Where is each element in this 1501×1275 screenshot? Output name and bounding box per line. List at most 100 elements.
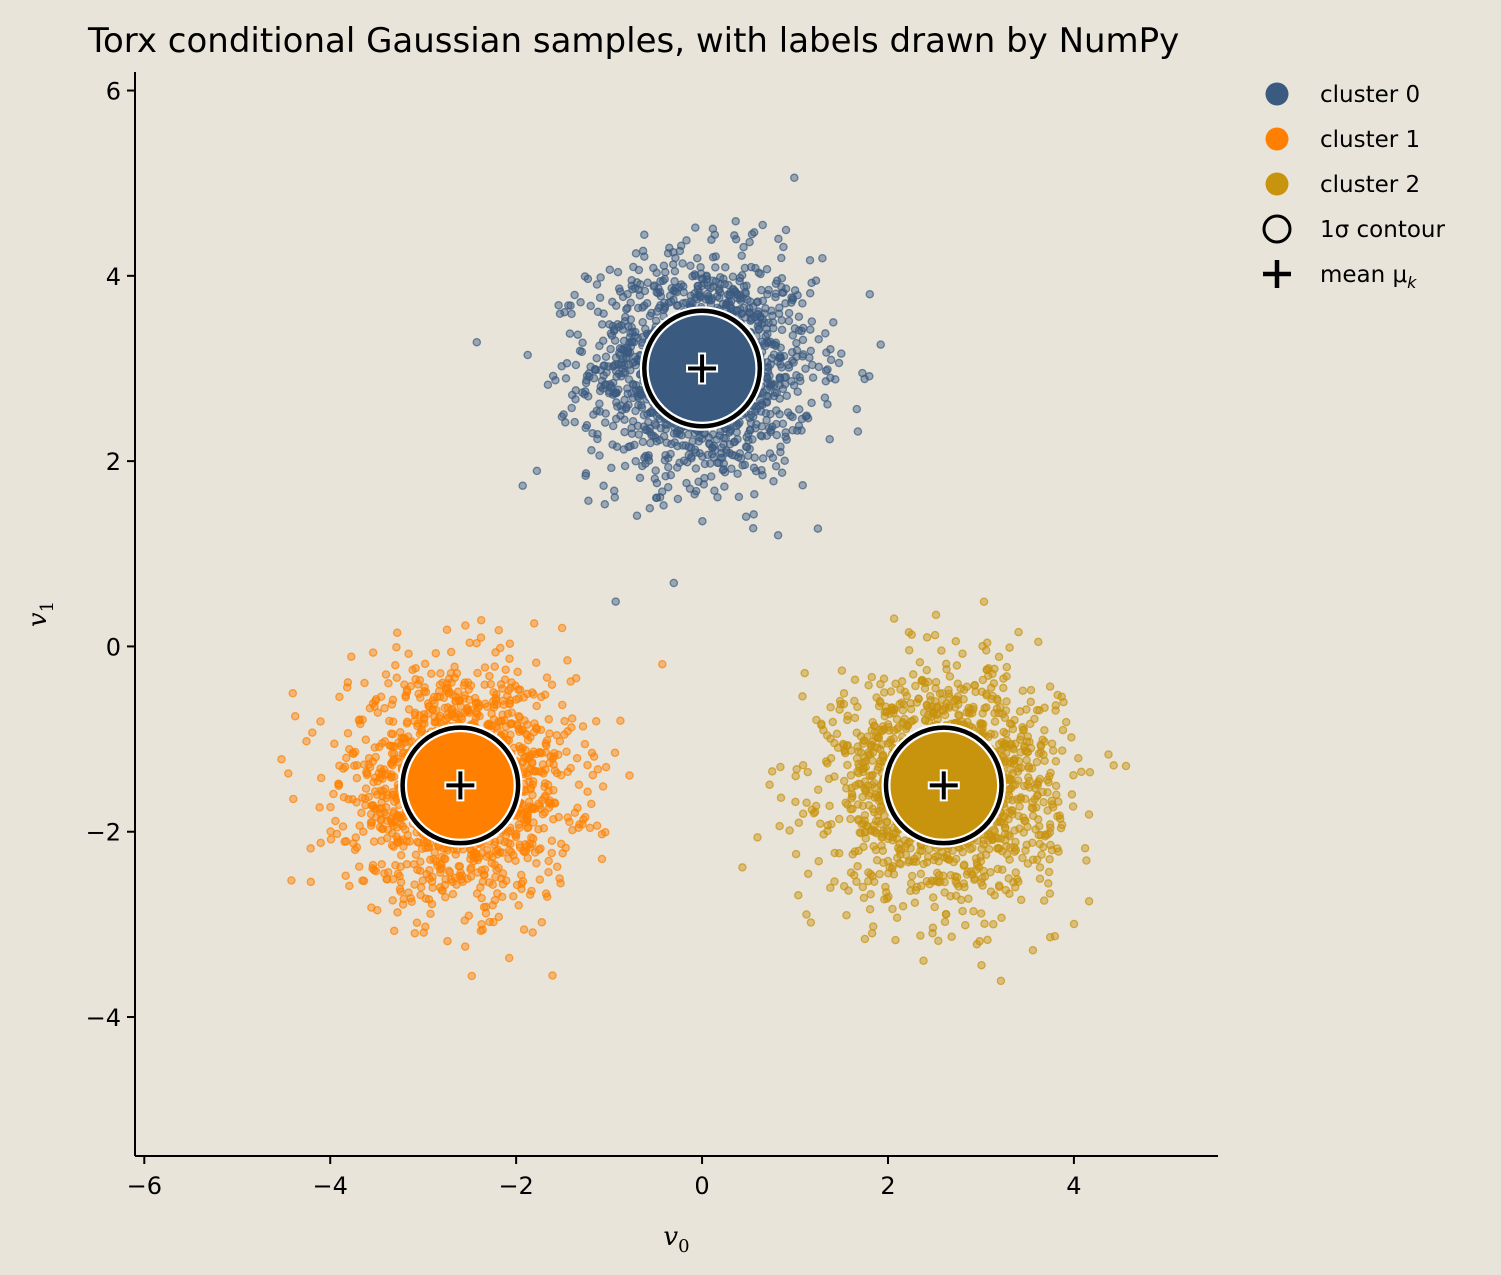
data-point	[1036, 740, 1045, 750]
data-point	[515, 713, 524, 722]
data-point	[708, 224, 718, 234]
data-point	[964, 894, 973, 904]
data-point	[695, 448, 704, 458]
data-point	[1027, 803, 1037, 813]
data-point	[901, 724, 911, 734]
data-point	[768, 311, 777, 321]
data-point	[720, 482, 729, 491]
data-point	[380, 770, 390, 780]
data-point	[570, 417, 579, 427]
data-point	[595, 399, 604, 408]
data-point	[814, 856, 823, 866]
data-point	[900, 687, 910, 697]
data-point	[612, 398, 621, 407]
data-point	[334, 781, 343, 791]
data-point	[567, 403, 576, 413]
data-point	[1040, 756, 1049, 766]
data-point	[837, 349, 846, 358]
data-point	[817, 720, 826, 730]
data-point	[691, 271, 700, 281]
data-point	[1082, 856, 1091, 865]
data-point	[640, 230, 649, 240]
data-point	[827, 819, 836, 829]
data-point	[637, 401, 646, 410]
data-point	[888, 862, 898, 871]
data-point	[969, 907, 978, 916]
data-point	[688, 271, 697, 281]
data-point	[587, 446, 596, 455]
data-point	[1002, 662, 1012, 672]
data-point	[578, 338, 587, 347]
y-tick-label: −2	[86, 819, 121, 847]
data-point	[473, 668, 482, 678]
data-point	[833, 743, 843, 752]
data-point	[544, 856, 553, 866]
data-point	[874, 796, 884, 806]
data-point	[978, 709, 987, 718]
data-point	[793, 387, 802, 396]
data-point	[730, 231, 739, 240]
data-point	[585, 823, 595, 833]
data-point	[326, 802, 335, 812]
data-point	[532, 701, 541, 711]
data-point	[830, 772, 839, 781]
data-point	[376, 816, 386, 825]
data-point	[554, 301, 563, 310]
data-point	[506, 730, 515, 740]
data-point	[477, 893, 486, 903]
data-point	[572, 753, 582, 763]
data-point	[540, 690, 550, 700]
data-point	[792, 764, 801, 774]
data-point	[622, 402, 631, 412]
y-axis-label: v1	[23, 601, 58, 627]
data-point	[1019, 725, 1029, 734]
data-point	[1032, 855, 1042, 865]
data-point	[388, 729, 398, 739]
data-point	[912, 698, 922, 707]
data-point	[534, 825, 543, 834]
x-axis-label: v0	[663, 1222, 689, 1257]
data-point	[708, 252, 718, 262]
data-point	[826, 355, 836, 365]
data-point	[980, 919, 989, 928]
data-point	[776, 793, 786, 803]
data-point	[560, 716, 569, 726]
data-point	[592, 280, 602, 289]
data-point	[391, 861, 400, 870]
data-point	[343, 729, 353, 738]
data-point	[751, 263, 760, 273]
data-point	[341, 871, 350, 881]
data-point	[1104, 750, 1113, 759]
data-point	[498, 848, 508, 857]
data-point	[638, 317, 647, 327]
data-point	[889, 870, 899, 879]
data-point	[476, 615, 486, 625]
data-point	[1045, 855, 1054, 864]
data-point	[952, 661, 962, 670]
data-point	[960, 860, 969, 869]
data-point	[547, 680, 557, 690]
legend-label: mean μk	[1320, 262, 1417, 292]
data-point	[518, 481, 527, 490]
data-point	[1011, 845, 1021, 855]
data-point	[517, 726, 527, 735]
data-point	[710, 486, 719, 495]
data-point	[410, 928, 420, 938]
data-point	[990, 827, 1000, 836]
data-point	[532, 466, 542, 476]
data-point	[542, 673, 552, 682]
data-point	[505, 699, 514, 709]
data-point	[466, 872, 476, 881]
data-point	[885, 832, 894, 841]
data-point	[1002, 841, 1011, 851]
data-point	[393, 811, 403, 820]
data-point	[631, 249, 641, 258]
data-point	[765, 449, 775, 458]
chart-title: Torx conditional Gaussian samples, with …	[87, 21, 1179, 61]
data-point	[836, 699, 845, 709]
data-point	[868, 922, 878, 931]
data-point	[664, 462, 673, 472]
data-point	[373, 777, 382, 786]
data-point	[548, 971, 557, 980]
data-point	[507, 719, 516, 729]
